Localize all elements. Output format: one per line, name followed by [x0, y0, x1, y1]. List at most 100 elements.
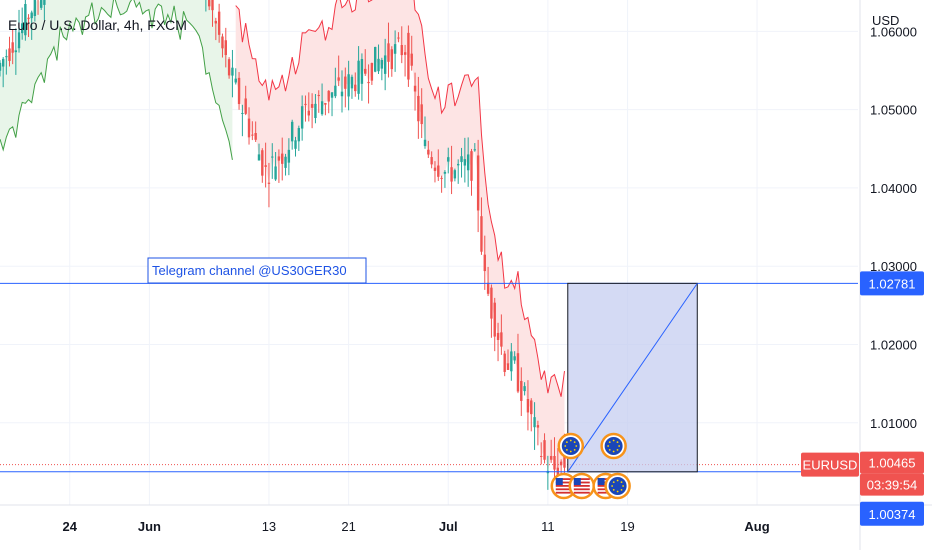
candle-body[interactable] [440, 177, 443, 179]
candle-body[interactable] [317, 94, 320, 96]
candle-body[interactable] [559, 461, 563, 466]
candle-body[interactable] [5, 56, 8, 58]
symbol-tag[interactable]: EURUSD [801, 452, 859, 477]
candle-body[interactable] [320, 101, 324, 115]
candle-body[interactable] [553, 455, 556, 470]
candle-body[interactable] [457, 163, 460, 166]
candle-body[interactable] [393, 44, 397, 54]
projection-box[interactable] [567, 282, 698, 473]
candle-body[interactable] [30, 12, 33, 19]
candle-body[interactable] [400, 45, 403, 56]
candle-body[interactable] [483, 254, 486, 272]
candle-body[interactable] [417, 95, 420, 122]
candle-body[interactable] [427, 149, 430, 155]
candle-body[interactable] [274, 166, 277, 180]
candle-body[interactable] [344, 76, 347, 89]
candle-body[interactable] [526, 398, 530, 413]
candle-body[interactable] [463, 159, 467, 166]
candle-body[interactable] [503, 353, 506, 372]
candle-body[interactable] [410, 53, 413, 66]
candle-body[interactable] [33, 0, 37, 17]
candle-body[interactable] [217, 11, 221, 35]
candle-body[interactable] [510, 351, 513, 372]
candle-body[interactable] [310, 104, 314, 108]
projection-diagonal[interactable] [567, 283, 698, 473]
candle-body[interactable] [327, 90, 330, 102]
price-labels[interactable]: 1.02781 EURUSD 1.00465 03:39:54 1.00374 [801, 271, 924, 526]
candle-body[interactable] [373, 47, 377, 72]
candle-body[interactable] [420, 104, 423, 125]
candle-body[interactable] [211, 0, 214, 11]
candle-body[interactable] [294, 140, 297, 149]
candle-body[interactable] [1, 58, 5, 67]
candle-body[interactable] [17, 32, 21, 49]
us-event-icon[interactable] [568, 472, 596, 500]
candle-body[interactable] [40, 0, 43, 8]
candle-body[interactable] [466, 154, 470, 171]
candle-body[interactable] [516, 353, 520, 392]
candle-body[interactable] [367, 81, 370, 84]
countdown-label[interactable]: 03:39:54 [860, 473, 924, 496]
candle-body[interactable] [540, 455, 543, 457]
candle-body[interactable] [387, 43, 390, 62]
candle-body[interactable] [556, 467, 560, 478]
candle-body[interactable] [377, 58, 380, 72]
last-price-label[interactable]: 1.00465 [860, 451, 924, 474]
candle-body[interactable] [350, 76, 354, 89]
candle-body[interactable] [261, 150, 264, 176]
price-axis[interactable]: 1.01000 1.02000 1.03000 1.04000 1.05000 1.060… [870, 24, 917, 430]
candle-body[interactable] [241, 112, 244, 114]
candle-body[interactable] [290, 121, 294, 142]
candle-body[interactable] [11, 42, 14, 53]
candle-body[interactable] [380, 59, 384, 69]
candle-body[interactable] [300, 106, 304, 129]
eu-event-icon[interactable] [557, 432, 585, 460]
candle-body[interactable] [453, 170, 457, 179]
candle-body[interactable] [257, 154, 261, 161]
candle-body[interactable] [523, 386, 526, 392]
candles[interactable] [0, 0, 566, 490]
event-icons[interactable] [550, 432, 631, 500]
candle-body[interactable] [486, 282, 490, 294]
candle-body[interactable] [254, 133, 257, 140]
candle-body[interactable] [330, 92, 334, 98]
candle-body[interactable] [237, 77, 241, 105]
candle-body[interactable] [543, 440, 546, 460]
candle-body[interactable] [297, 128, 301, 142]
candle-body[interactable] [370, 63, 374, 81]
candle-body[interactable] [20, 23, 24, 34]
candle-body[interactable] [530, 400, 533, 415]
candle-body[interactable] [234, 78, 237, 83]
candle-body[interactable] [403, 52, 407, 55]
candle-body[interactable] [284, 156, 287, 168]
horizontal-lines[interactable] [0, 282, 858, 473]
candle-body[interactable] [227, 59, 231, 76]
candle-body[interactable] [307, 110, 310, 116]
candle-body[interactable] [357, 60, 360, 94]
candle-body[interactable] [214, 20, 218, 24]
candle-body[interactable] [443, 171, 447, 174]
candle-body[interactable] [277, 156, 281, 161]
candle-body[interactable] [224, 40, 227, 56]
candle-body[interactable] [27, 17, 30, 19]
candle-body[interactable] [383, 55, 387, 74]
candle-body[interactable] [231, 67, 234, 76]
candle-body[interactable] [513, 356, 516, 361]
candle-body[interactable] [0, 62, 2, 71]
candle-body[interactable] [397, 37, 400, 39]
candle-body[interactable] [354, 84, 357, 92]
candle-body[interactable] [251, 134, 254, 136]
symbol-title[interactable]: Euro / U.S. Dollar, 4h, FXCM [8, 17, 187, 33]
candle-body[interactable] [337, 77, 340, 81]
candle-body[interactable] [364, 68, 367, 74]
candle-body[interactable] [437, 165, 440, 177]
candle-body[interactable] [14, 50, 18, 53]
candle-body[interactable] [549, 456, 553, 460]
candle-body[interactable] [460, 156, 463, 163]
candle-body[interactable] [281, 153, 284, 164]
candle-body[interactable] [533, 417, 536, 428]
candle-body[interactable] [304, 103, 307, 105]
candle-body[interactable] [433, 167, 437, 171]
candle-body[interactable] [506, 363, 510, 370]
telegram-annotation[interactable]: Telegram channel @US30GER30 [147, 257, 367, 284]
